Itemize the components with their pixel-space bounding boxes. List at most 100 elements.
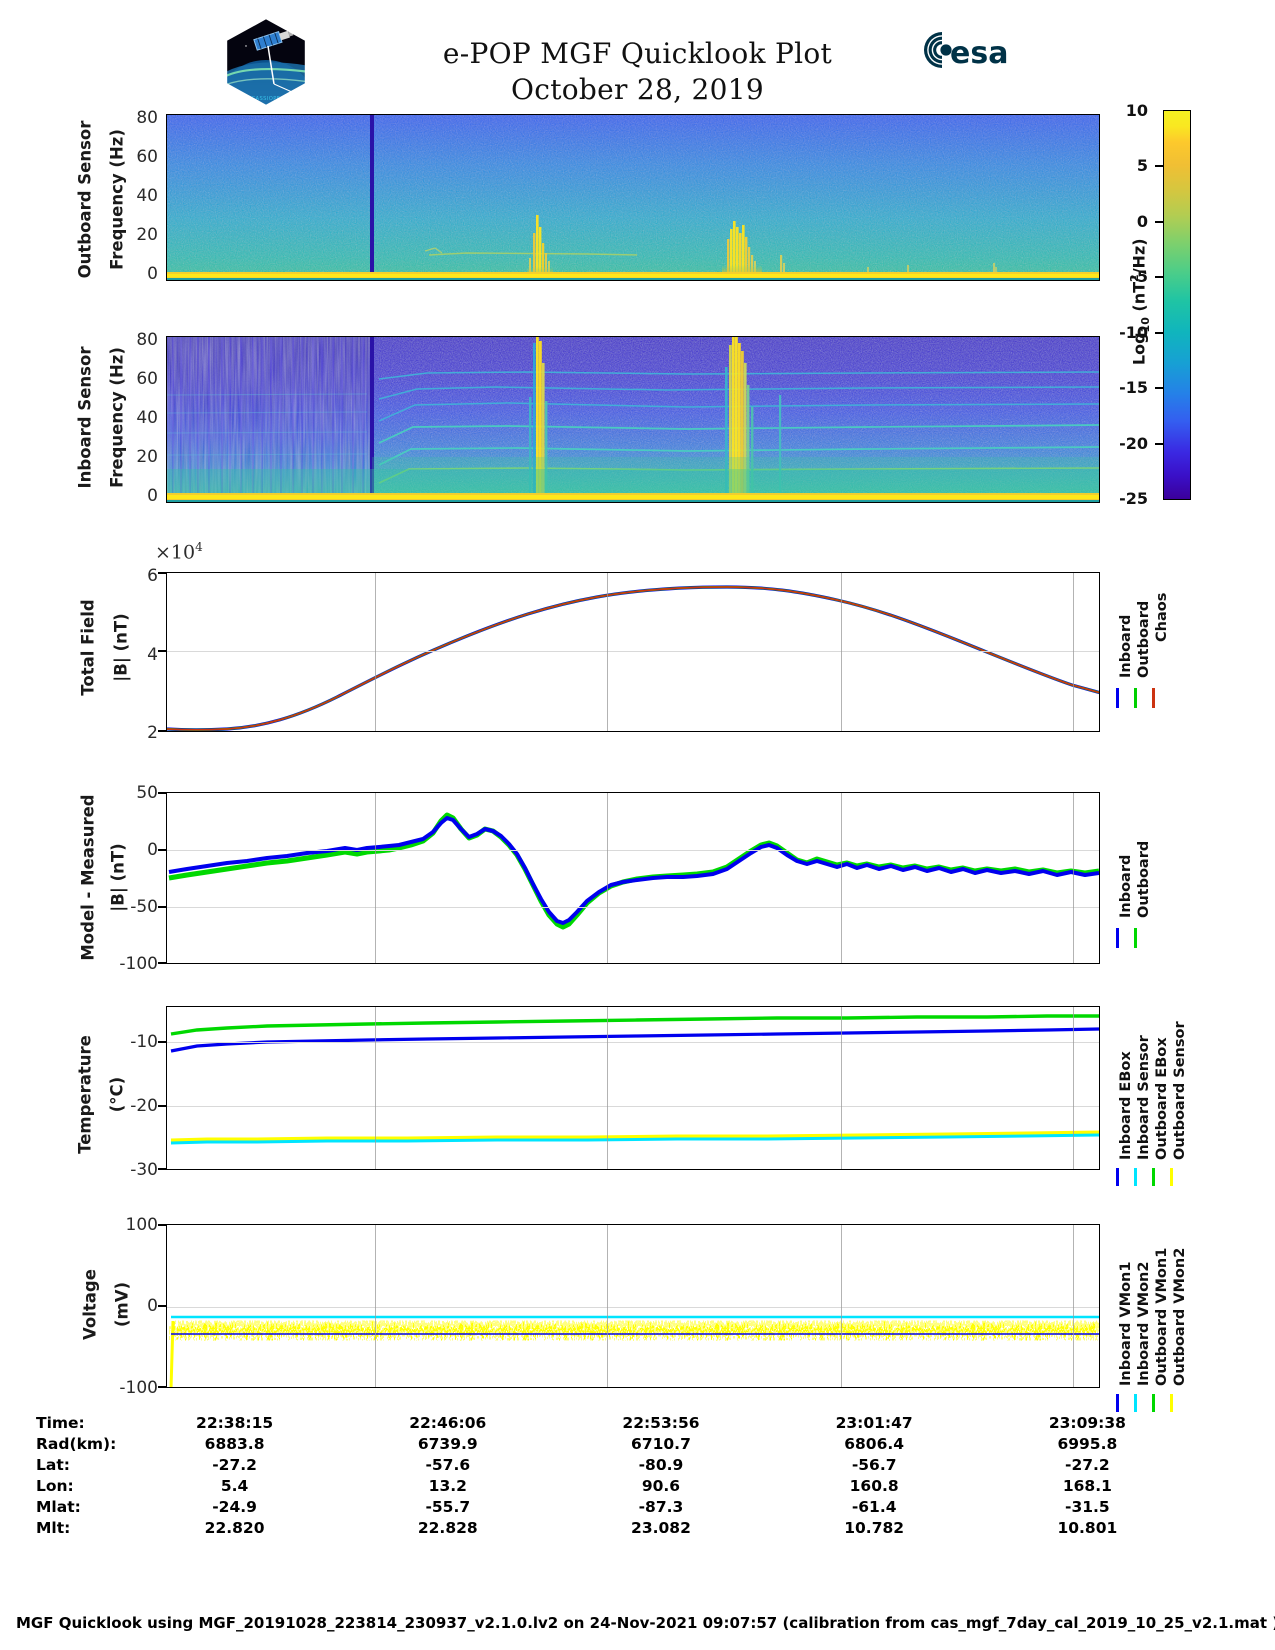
legend-swatch-mm-outboard	[1134, 928, 1137, 948]
row-label-lat: Lat:	[36, 1455, 70, 1474]
cell-mlt-1: 22.820	[204, 1518, 265, 1537]
cell-mlt-4: 10.782	[844, 1518, 905, 1537]
temp-vgrid-4	[1073, 1007, 1074, 1169]
legend-label-chaos: Chaos	[1154, 592, 1170, 642]
table-row-time: Time: 22:38:15 22:46:06 22:53:56 23:01:4…	[34, 1412, 1194, 1433]
cell-rad-4: 6806.4	[844, 1434, 905, 1453]
legend-label-outboard-vmon1: Outboard VMon1	[1154, 1247, 1170, 1386]
gridline-4e4	[167, 651, 1099, 652]
mm-vgrid-3	[841, 793, 842, 963]
legend-swatch-inboard-sensor	[1134, 1168, 1137, 1186]
cell-mlat-2: -55.7	[425, 1497, 471, 1516]
svg-text:esa: esa	[950, 36, 1008, 71]
total-field-ytick-2: 2	[147, 723, 158, 743]
legend-label-outboard-ebox: Outboard EBox	[1154, 1037, 1170, 1160]
cell-time-4: 23:01:47	[835, 1413, 913, 1432]
cell-time-3: 22:53:56	[622, 1413, 700, 1432]
mm-ytick--100: -100	[119, 954, 158, 974]
temp-vgrid-1	[375, 1007, 376, 1169]
colorbar-tick--5: -5	[1130, 267, 1148, 286]
mm-vgrid-4	[1073, 793, 1074, 963]
legend-swatch-outboard-vmon2	[1170, 1394, 1173, 1412]
mm-ytick-50: 50	[136, 783, 158, 803]
table-row-mlt: Mlt: 22.820 22.828 23.082 10.782 10.801	[34, 1517, 1194, 1538]
volt-vgrid-2	[607, 1225, 608, 1387]
legend-label-inboard-vmon1: Inboard VMon1	[1118, 1261, 1134, 1386]
volt-vgrid-4	[1073, 1225, 1074, 1387]
vgrid-1	[375, 573, 376, 731]
total-field-ytick-6: 6	[147, 566, 158, 586]
cell-lat-2: -57.6	[425, 1455, 471, 1474]
colorbar-dash--5	[1155, 276, 1163, 278]
temp-tick--30	[158, 1168, 166, 1170]
colorbar-dash-0	[1155, 221, 1163, 223]
total-field-traces	[167, 585, 1099, 731]
volt-gridline-0	[167, 1307, 1099, 1308]
cell-mlat-1: -24.9	[212, 1497, 257, 1516]
temp-vgrid-2	[607, 1007, 608, 1169]
colorbar-dash--20	[1155, 443, 1163, 445]
outboard-ytick-40: 40	[136, 186, 158, 206]
cell-lon-4: 160.8	[849, 1476, 899, 1495]
title-line-1: e-POP MGF Quicklook Plot	[442, 37, 833, 70]
temp-gridline--10	[167, 1042, 1099, 1043]
inboard-ytick-40: 40	[136, 408, 158, 428]
inboard-ytick-60: 60	[136, 369, 158, 389]
temperature-traces	[170, 1014, 1099, 1145]
colorbar-tick--20: -20	[1119, 434, 1148, 453]
inboard-ytick-80: 80	[136, 330, 158, 350]
outboard-spectrogram-image	[167, 115, 1099, 280]
casiope-mission-logo: CASSIOPE	[222, 16, 310, 108]
model-measured-traces	[168, 812, 1099, 930]
tf-tick-6	[158, 572, 166, 574]
outboard-ytick-60: 60	[136, 147, 158, 167]
vgrid-2	[607, 573, 608, 731]
mm-vgrid-2	[607, 793, 608, 963]
total-field-plot	[166, 572, 1100, 732]
cell-mlat-5: -31.5	[1065, 1497, 1110, 1516]
page-title: e-POP MGF Quicklook Plot October 28, 201…	[0, 36, 1275, 108]
svg-text:CASSIOPE: CASSIOPE	[252, 96, 281, 102]
total-field-ylabel: Total Field	[78, 599, 98, 696]
cell-mlt-2: 22.828	[417, 1518, 478, 1537]
legend-swatch-outboard-sensor	[1170, 1168, 1173, 1186]
total-field-ytick-4: 4	[147, 645, 158, 665]
voltage-traces	[169, 1307, 1099, 1387]
mm-vgrid-1	[375, 793, 376, 963]
inboard-ytick-20: 20	[136, 447, 158, 467]
esa-agency-logo: esa	[920, 28, 1040, 72]
colorbar-tick--25: -25	[1119, 489, 1148, 508]
cell-lon-3: 90.6	[641, 1476, 681, 1495]
legend-swatch-inboard-ebox	[1116, 1168, 1119, 1186]
cell-mlat-4: -61.4	[851, 1497, 897, 1516]
mm-ytick-0: 0	[147, 840, 158, 860]
colorbar-dash-5	[1155, 165, 1163, 167]
ephemeris-table: Time: 22:38:15 22:46:06 22:53:56 23:01:4…	[34, 1412, 1194, 1538]
legend-swatch-mm-inboard	[1116, 928, 1119, 948]
colorbar-dash--10	[1155, 332, 1163, 334]
volt-vgrid-1	[375, 1225, 376, 1387]
temp-ytick--30: -30	[130, 1160, 158, 1180]
temperature-ylabel: Temperature	[75, 1035, 95, 1154]
legend-label-inboard-ebox: Inboard EBox	[1118, 1051, 1134, 1160]
vgrid-3	[841, 573, 842, 731]
row-label-mlat: Mlat:	[36, 1497, 81, 1516]
cell-lon-5: 168.1	[1062, 1476, 1112, 1495]
model-minus-measured-plot	[166, 792, 1100, 964]
volt-tick--100	[158, 1386, 166, 1388]
cell-lat-3: -80.9	[638, 1455, 684, 1474]
cell-lon-1: 5.4	[220, 1476, 249, 1495]
legend-swatch-inboard	[1116, 688, 1119, 708]
volt-ytick-0: 0	[147, 1296, 158, 1316]
outboard-spectrogram-plot	[166, 114, 1100, 281]
cell-rad-3: 6710.7	[631, 1434, 691, 1453]
temperature-plot	[166, 1006, 1100, 1170]
legend-label-inboard-sensor: Inboard Sensor	[1136, 1035, 1152, 1160]
legend-label-mm-inboard: Inboard	[1118, 854, 1134, 918]
cell-mlat-3: -87.3	[638, 1497, 684, 1516]
colorbar-dash--15	[1155, 387, 1163, 389]
legend-swatch-outboard	[1134, 688, 1137, 708]
temp-ytick--20: -20	[130, 1096, 158, 1116]
cell-time-1: 22:38:15	[196, 1413, 274, 1432]
title-line-2: October 28, 2019	[510, 72, 764, 106]
